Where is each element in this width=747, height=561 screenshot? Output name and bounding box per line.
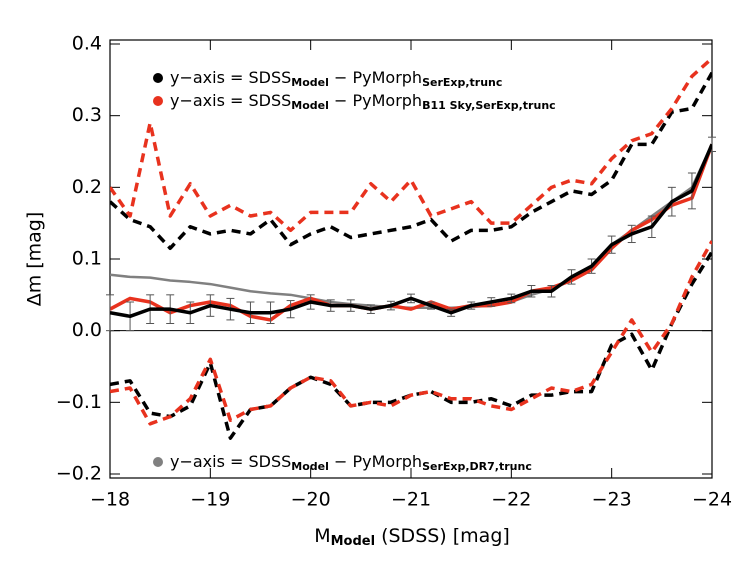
legend-part: y−axis = SDSS	[170, 68, 291, 87]
legend-part: y−axis = SDSS	[170, 452, 291, 471]
legend-sub: Model	[291, 76, 329, 89]
x-label-sub: Model	[331, 534, 375, 549]
legend-part: − PyMorph	[329, 91, 422, 110]
error-bar	[106, 294, 114, 332]
data-line	[110, 143, 712, 319]
x-tick-label: −23	[592, 489, 632, 511]
x-tick-label: −18	[90, 489, 130, 511]
legend-sub: Model	[291, 99, 329, 112]
x-tick-label: −24	[692, 489, 732, 511]
x-tick-label: −21	[391, 489, 431, 511]
legend-label: y−axis = SDSSModel − PyMorphSerExp,trunc	[170, 68, 502, 90]
y-tick-label: 0.4	[72, 33, 102, 55]
x-tick-label: −20	[291, 489, 331, 511]
y-tick-label: −0.2	[56, 462, 102, 484]
data-line	[110, 250, 712, 440]
legend-marker	[153, 457, 163, 467]
x-axis-label: MModel (SDSS) [mag]	[314, 525, 510, 549]
y-tick-label: 0.3	[72, 104, 102, 126]
data-line	[110, 143, 712, 322]
legend-marker	[153, 73, 163, 83]
legend-marker	[153, 96, 163, 106]
data-line	[110, 143, 712, 309]
legend-sub: Model	[291, 460, 329, 473]
x-label-part: (SDSS) [mag]	[375, 525, 510, 547]
data-line	[110, 57, 712, 233]
y-axis-label: Δm [mag]	[24, 212, 46, 307]
legend-sub: SerExp,trunc	[422, 76, 502, 89]
x-tick-label: −22	[491, 489, 531, 511]
y-tick-label: 0.1	[72, 248, 102, 270]
data-line	[110, 240, 712, 426]
legend-label: y−axis = SDSSModel − PyMorphB11 Sky,SerE…	[170, 91, 556, 113]
legend-part: − PyMorph	[329, 452, 422, 471]
legend-sub: SerExp,DR7,trunc	[422, 460, 532, 473]
plot-frame	[109, 39, 713, 479]
y-tick-label: 0.2	[72, 176, 102, 198]
legend-part: y−axis = SDSS	[170, 91, 291, 110]
legend-part: − PyMorph	[329, 68, 422, 87]
y-tick-label: 0.0	[72, 319, 102, 341]
legend-label: y−axis = SDSSModel − PyMorphSerExp,DR7,t…	[170, 452, 532, 474]
data-line	[110, 71, 712, 251]
x-tick-label: −19	[190, 489, 230, 511]
legend-sub: B11 Sky,SerExp,trunc	[422, 99, 556, 112]
y-tick-label: −0.1	[56, 391, 102, 413]
x-label-part: M	[314, 525, 330, 547]
